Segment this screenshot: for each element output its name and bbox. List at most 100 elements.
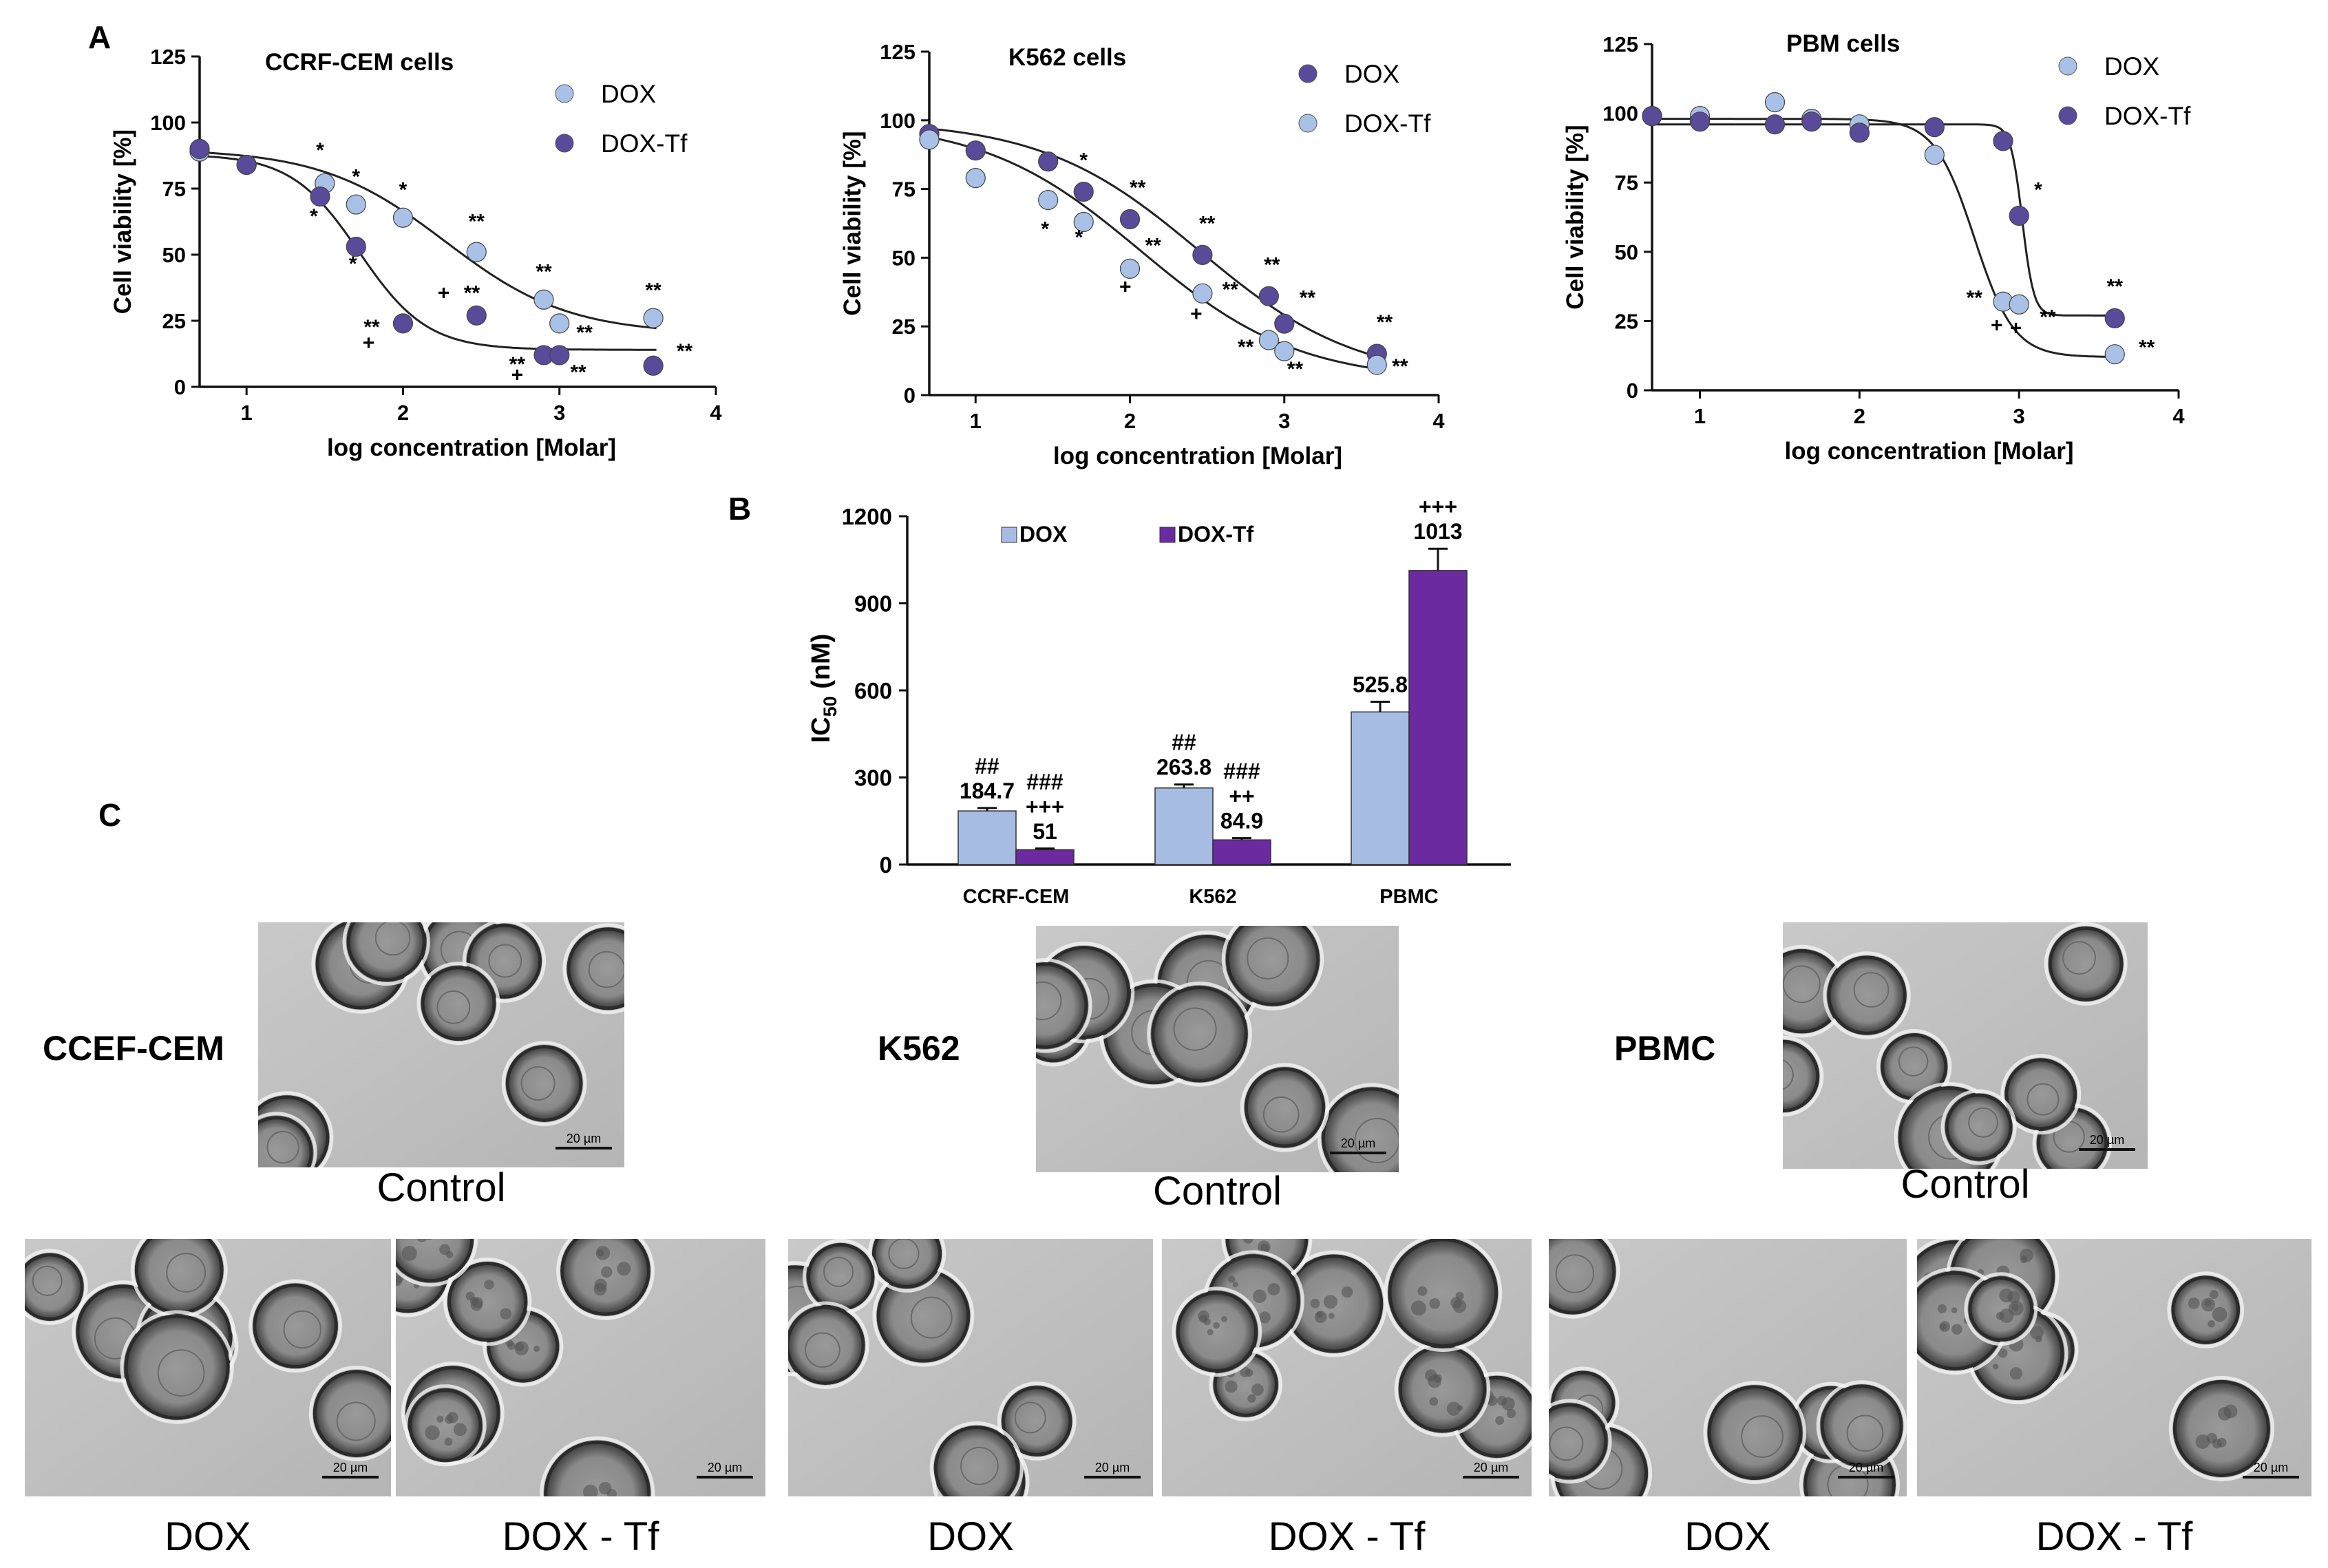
y-tick-label: 600 (854, 678, 892, 703)
significance-mark: * (1079, 149, 1088, 172)
legend-label: DOX-Tf (1344, 109, 1431, 138)
data-point (2009, 205, 2029, 226)
data-point (965, 140, 986, 161)
control-caption: Control (1153, 1169, 1282, 1214)
legend-marker (1298, 114, 1318, 133)
significance-mark: ## (1172, 730, 1196, 755)
data-point (346, 194, 366, 215)
significance-mark: + (1991, 314, 2003, 337)
significance-mark: ** (576, 321, 593, 344)
bar (1351, 711, 1410, 865)
control-caption: Control (377, 1165, 506, 1210)
y-axis-label: Cell viability [%] (839, 131, 866, 315)
y-tick-label: 125 (1602, 32, 1638, 56)
category-label: PBMC (1379, 886, 1438, 908)
x-tick-label: 4 (2172, 404, 2185, 428)
x-axis-label: log concentration [Molar] (327, 434, 616, 461)
y-tick-label: 100 (150, 111, 186, 135)
significance-mark: ** (2107, 275, 2124, 298)
significance-mark: ** (1287, 358, 1304, 381)
cell (408, 1388, 483, 1463)
significance-mark: * (310, 205, 318, 228)
panel-label-c: C (98, 797, 121, 833)
x-tick-label: 3 (1278, 409, 1290, 433)
significance-mark: ** (469, 211, 485, 233)
y-tick-label: 75 (162, 177, 186, 201)
cell (1321, 1087, 1399, 1172)
cell (1151, 985, 1248, 1083)
significance-mark: * (316, 139, 324, 162)
data-point (1801, 112, 1822, 132)
x-tick-label: 4 (710, 401, 722, 425)
scale-bar-label: 20 µm (1095, 1461, 1130, 1474)
y-tick-label: 100 (1602, 102, 1638, 126)
panel-label-a: A (88, 19, 111, 55)
y-tick-label: 100 (880, 109, 916, 133)
cell (258, 1116, 313, 1167)
treated-image-3: 20 µm (1162, 1239, 1532, 1496)
significance-mark: * (352, 165, 360, 188)
significance-mark: ** (1223, 278, 1239, 301)
data-point (533, 289, 554, 310)
y-tick-label: 50 (1615, 240, 1638, 264)
data-point (1119, 258, 1141, 279)
cell (544, 1440, 651, 1496)
data-point (466, 305, 487, 326)
data-point (1258, 330, 1279, 350)
y-axis-label: IC50 (nM) (807, 634, 840, 743)
significance-mark: ** (1130, 177, 1146, 200)
significance-mark: ** (1967, 286, 1983, 309)
data-point (1258, 286, 1279, 306)
significance-mark: ** (1300, 286, 1316, 309)
data-point (2104, 344, 2125, 365)
control-image-2: 20 µm (1783, 922, 2148, 1169)
data-point (919, 129, 940, 150)
significance-mark: ** (677, 340, 693, 363)
legend-label: DOX (601, 80, 656, 108)
fit-curve (929, 127, 1381, 359)
cell (788, 1305, 865, 1385)
data-point (1274, 313, 1295, 334)
bar-value-label: 263.8 (1156, 755, 1211, 780)
bar (1154, 787, 1214, 865)
data-point (1849, 123, 1870, 143)
control-image-1: 20 µm (1036, 926, 1399, 1172)
cell (313, 1370, 391, 1457)
category-label: K562 (1189, 886, 1236, 908)
cell (1827, 955, 1907, 1035)
scale-bar-label: 20 µm (2090, 1133, 2124, 1147)
data-point (1924, 145, 1945, 165)
fit-curve (929, 136, 1381, 371)
significance-mark: ** (1238, 336, 1254, 359)
legend-swatch (1001, 527, 1017, 543)
y-tick-label: 25 (892, 315, 916, 339)
data-point (643, 355, 664, 376)
data-point (1274, 341, 1295, 361)
significance-mark: + (511, 363, 524, 386)
data-point (310, 186, 330, 207)
data-point (549, 313, 570, 334)
significance-mark: ** (1199, 212, 1216, 235)
significance-mark: + (1190, 303, 1203, 326)
bar-value-label: 184.7 (960, 778, 1015, 803)
cell (1244, 1067, 1326, 1148)
significance-mark: ** (1377, 311, 1393, 334)
dox-caption: DOX (1684, 1514, 1771, 1559)
data-point (2009, 294, 2029, 315)
chart-title: CCRF-CEM cells (265, 49, 454, 76)
significance-mark: ### (1026, 770, 1064, 794)
legend-marker (555, 134, 574, 153)
significance-mark: ## (975, 754, 999, 778)
treated-image-2: 20 µm (788, 1239, 1153, 1496)
significance-mark: * (1075, 226, 1083, 248)
x-axis-label: log concentration [Molar] (1785, 438, 2074, 465)
significance-mark: * (2034, 178, 2042, 201)
cell-line-label: K562 (878, 1029, 960, 1068)
cell-line-label: CCEF-CEM (43, 1029, 224, 1068)
data-point (1119, 209, 1141, 230)
chart-title: PBM cells (1786, 30, 1900, 57)
cell (1225, 926, 1320, 1006)
x-tick-label: 1 (970, 409, 982, 433)
x-tick-label: 4 (1432, 409, 1445, 433)
significance-mark: ** (645, 279, 662, 301)
